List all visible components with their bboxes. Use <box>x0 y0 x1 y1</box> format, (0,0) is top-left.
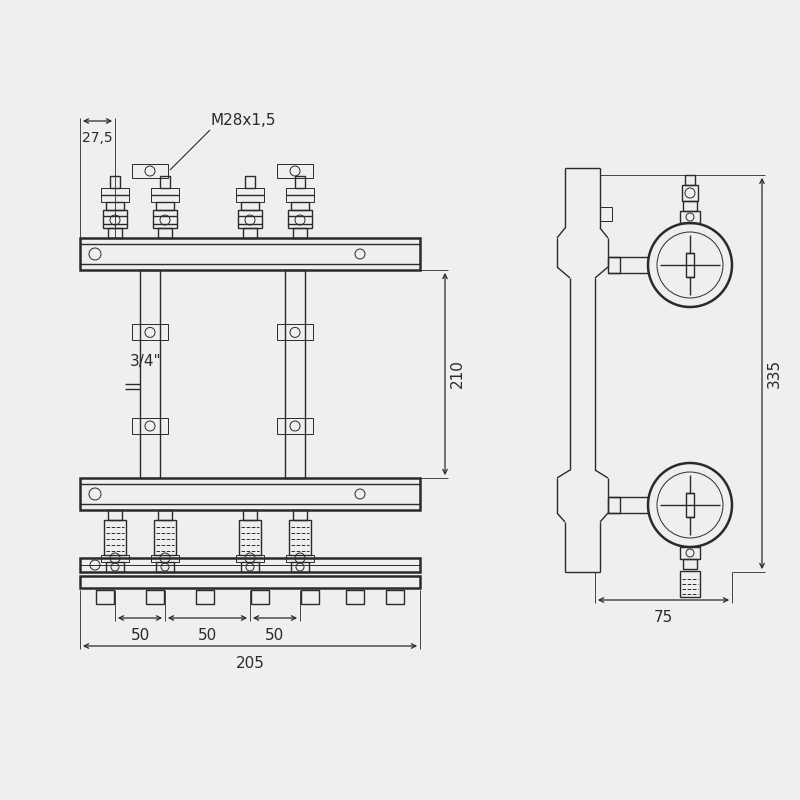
Bar <box>158 510 172 520</box>
Bar <box>277 325 313 341</box>
Bar <box>277 418 313 434</box>
Bar <box>686 253 694 277</box>
Bar <box>110 176 120 188</box>
Bar <box>251 590 269 604</box>
Bar <box>346 590 364 604</box>
Bar <box>683 201 697 211</box>
Bar <box>106 562 124 572</box>
Bar <box>291 562 309 572</box>
Bar <box>132 325 168 341</box>
Bar <box>196 590 214 604</box>
Bar <box>243 510 257 520</box>
Bar <box>286 188 314 202</box>
Text: 210: 210 <box>450 359 465 389</box>
Bar <box>241 562 259 572</box>
Bar <box>80 576 420 588</box>
Text: 50: 50 <box>266 628 285 643</box>
Bar <box>96 590 114 604</box>
Bar <box>288 210 312 228</box>
Bar <box>153 210 177 228</box>
Bar <box>600 207 612 221</box>
Bar <box>386 590 404 604</box>
Bar <box>104 520 126 555</box>
Bar <box>285 270 305 478</box>
Bar <box>103 210 127 228</box>
Bar <box>132 418 168 434</box>
Bar <box>243 228 257 238</box>
Text: 335: 335 <box>767 359 782 388</box>
Bar <box>301 590 319 604</box>
Bar <box>685 175 695 185</box>
Bar <box>160 176 170 188</box>
Text: 50: 50 <box>198 628 217 643</box>
Text: 205: 205 <box>235 656 265 671</box>
Text: 50: 50 <box>130 628 150 643</box>
Bar <box>132 164 168 178</box>
Bar <box>156 562 174 572</box>
Bar <box>608 257 620 273</box>
Bar <box>80 478 420 510</box>
Bar <box>156 202 174 210</box>
Bar <box>151 188 179 202</box>
Bar <box>680 571 700 597</box>
Bar <box>277 164 313 178</box>
Bar <box>108 510 122 520</box>
Bar <box>101 555 129 562</box>
Bar <box>101 188 129 202</box>
Text: 3/4": 3/4" <box>130 354 162 370</box>
Bar <box>245 176 255 188</box>
Bar <box>686 493 694 517</box>
Bar <box>106 202 124 210</box>
Bar <box>238 210 262 228</box>
Bar <box>680 211 700 223</box>
Bar <box>151 555 179 562</box>
Bar <box>293 510 307 520</box>
Bar <box>146 590 164 604</box>
Text: 27,5: 27,5 <box>82 131 113 145</box>
Bar <box>241 202 259 210</box>
Bar <box>293 228 307 238</box>
Bar <box>286 555 314 562</box>
Bar <box>236 188 264 202</box>
Bar <box>154 520 176 555</box>
Bar <box>608 497 620 513</box>
Bar <box>108 228 122 238</box>
Bar <box>80 558 420 572</box>
Bar <box>140 270 160 478</box>
Text: M28x1,5: M28x1,5 <box>210 113 275 128</box>
Bar <box>683 559 697 569</box>
Text: 75: 75 <box>654 610 673 625</box>
Bar <box>80 238 420 270</box>
Bar <box>239 520 261 555</box>
Bar <box>295 176 305 188</box>
Bar <box>682 185 698 201</box>
Bar <box>680 547 700 559</box>
Bar <box>289 520 311 555</box>
Bar <box>236 555 264 562</box>
Bar <box>158 228 172 238</box>
Bar <box>291 202 309 210</box>
